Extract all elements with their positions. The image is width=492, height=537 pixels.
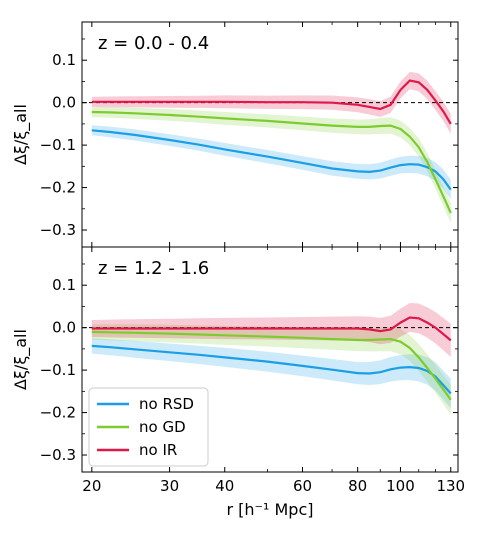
legend-label-no-gd: no GD: [139, 418, 186, 436]
band-no-rsd: [91, 338, 451, 409]
y-tick-label: −0.3: [40, 221, 76, 239]
y-axis-label-bottom: Δξ/ξ_all: [11, 329, 31, 390]
x-tick-label: 60: [293, 477, 312, 495]
band-no-ir: [91, 303, 451, 357]
plot-frame: [81, 246, 459, 473]
line-no-gd: [91, 330, 452, 401]
legend-label-no-ir: no IR: [139, 441, 177, 459]
line-no-ir: [91, 316, 452, 342]
y-tick-label: −0.3: [40, 446, 76, 464]
y-tick-label: −0.1: [40, 136, 76, 154]
y-tick-label: −0.2: [40, 404, 76, 422]
legend-box: [88, 387, 209, 467]
y-tick-label: 0.0: [52, 94, 76, 112]
y-tick-label: 0.1: [52, 51, 76, 69]
legend: no RSD no GD no IR: [88, 387, 209, 467]
y-tick-label: 0.0: [52, 319, 76, 337]
uncertainty-bands: [91, 303, 451, 415]
y-axis-label-top: Δξ/ξ_all: [11, 104, 31, 165]
panel-title: z = 1.2 - 1.6: [98, 258, 209, 279]
panel-top: z = 0.0 - 0.4 0.1 0.0 −0.1 −0.2 −0.3: [40, 21, 459, 248]
band-no-gd: [91, 106, 451, 223]
band-no-rsd: [91, 125, 451, 200]
x-tick-label: 100: [386, 477, 415, 495]
x-tick-label: 20: [82, 477, 101, 495]
panel-title: z = 0.0 - 0.4: [98, 33, 209, 54]
x-tick-label: 130: [436, 477, 465, 495]
line-no-gd: [91, 110, 452, 214]
line-no-rsd: [91, 344, 452, 395]
y-tick-label: −0.1: [40, 361, 76, 379]
series-lines: [91, 316, 452, 401]
y-tick-label: 0.1: [52, 276, 76, 294]
line-no-ir: [91, 79, 452, 125]
y-tick-labels: 0.1 0.0 −0.1 −0.2 −0.3: [40, 276, 76, 464]
x-axis-label: r [h⁻¹ Mpc]: [227, 500, 314, 519]
line-no-rsd: [91, 129, 452, 191]
axis-ticks: [82, 22, 458, 247]
y-tick-label: −0.2: [40, 179, 76, 197]
band-no-gd: [91, 324, 451, 415]
x-tick-label: 40: [215, 477, 234, 495]
series-lines: [91, 79, 452, 214]
x-tick-label: 80: [348, 477, 367, 495]
y-tick-labels: 0.1 0.0 −0.1 −0.2 −0.3: [40, 51, 76, 239]
panel-bottom: z = 1.2 - 1.6 0.1 0.0 −0.1 −0.2 −0.3: [40, 246, 459, 473]
x-tick-labels: 20 30 40 60 80 100 130: [82, 477, 465, 495]
x-tick-label: 30: [160, 477, 179, 495]
legend-label-no-rsd: no RSD: [139, 395, 194, 413]
